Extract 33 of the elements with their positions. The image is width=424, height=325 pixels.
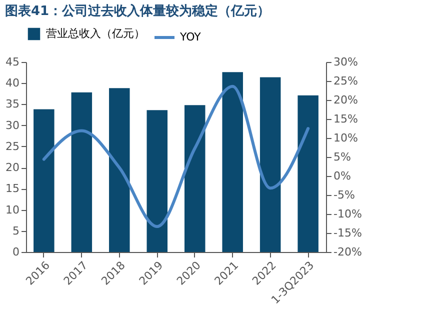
y2-tick-label: 5% bbox=[334, 150, 351, 164]
bar bbox=[260, 77, 281, 252]
y-tick-label: 25 bbox=[6, 140, 20, 153]
y-tick-label: 15 bbox=[6, 182, 20, 196]
y-tick-label: 45 bbox=[6, 56, 20, 68]
y-tick-label: 30 bbox=[6, 118, 20, 132]
y2-tick-label: 15% bbox=[334, 112, 358, 126]
y-tick-label: 0 bbox=[12, 246, 20, 258]
y2-tick-label: 20% bbox=[334, 94, 358, 106]
bar bbox=[222, 72, 243, 252]
y2-tick-label: -10% bbox=[334, 208, 362, 220]
bar bbox=[146, 110, 168, 252]
y2-tick-label: 30% bbox=[334, 56, 358, 68]
bar bbox=[71, 92, 92, 252]
y2-tick-label: 25% bbox=[334, 74, 358, 88]
y2-tick-label: -15% bbox=[334, 226, 362, 240]
y-tick-label: 40 bbox=[6, 76, 20, 90]
bar bbox=[34, 109, 54, 252]
y2-tick-label: -5% bbox=[334, 188, 355, 202]
y2-tick-label: 10% bbox=[334, 132, 358, 144]
legend-label: 营业总收入（亿元） bbox=[46, 27, 145, 40]
line-series bbox=[42, 84, 310, 228]
bar bbox=[184, 105, 206, 252]
chart-title: 图表41：公司过去收入体量较为稳定（亿元） bbox=[5, 3, 270, 19]
y-tick-label: 5 bbox=[12, 224, 20, 238]
y-tick-label: 20 bbox=[6, 161, 20, 174]
y2-tick-label: 0% bbox=[334, 170, 351, 182]
y-tick-label: 35 bbox=[6, 98, 20, 111]
bar bbox=[109, 88, 130, 252]
y-tick-label: 10 bbox=[6, 203, 20, 216]
bar bbox=[298, 95, 318, 252]
y2-tick-label: -20% bbox=[334, 246, 362, 258]
legend-label: YOY bbox=[179, 30, 202, 44]
